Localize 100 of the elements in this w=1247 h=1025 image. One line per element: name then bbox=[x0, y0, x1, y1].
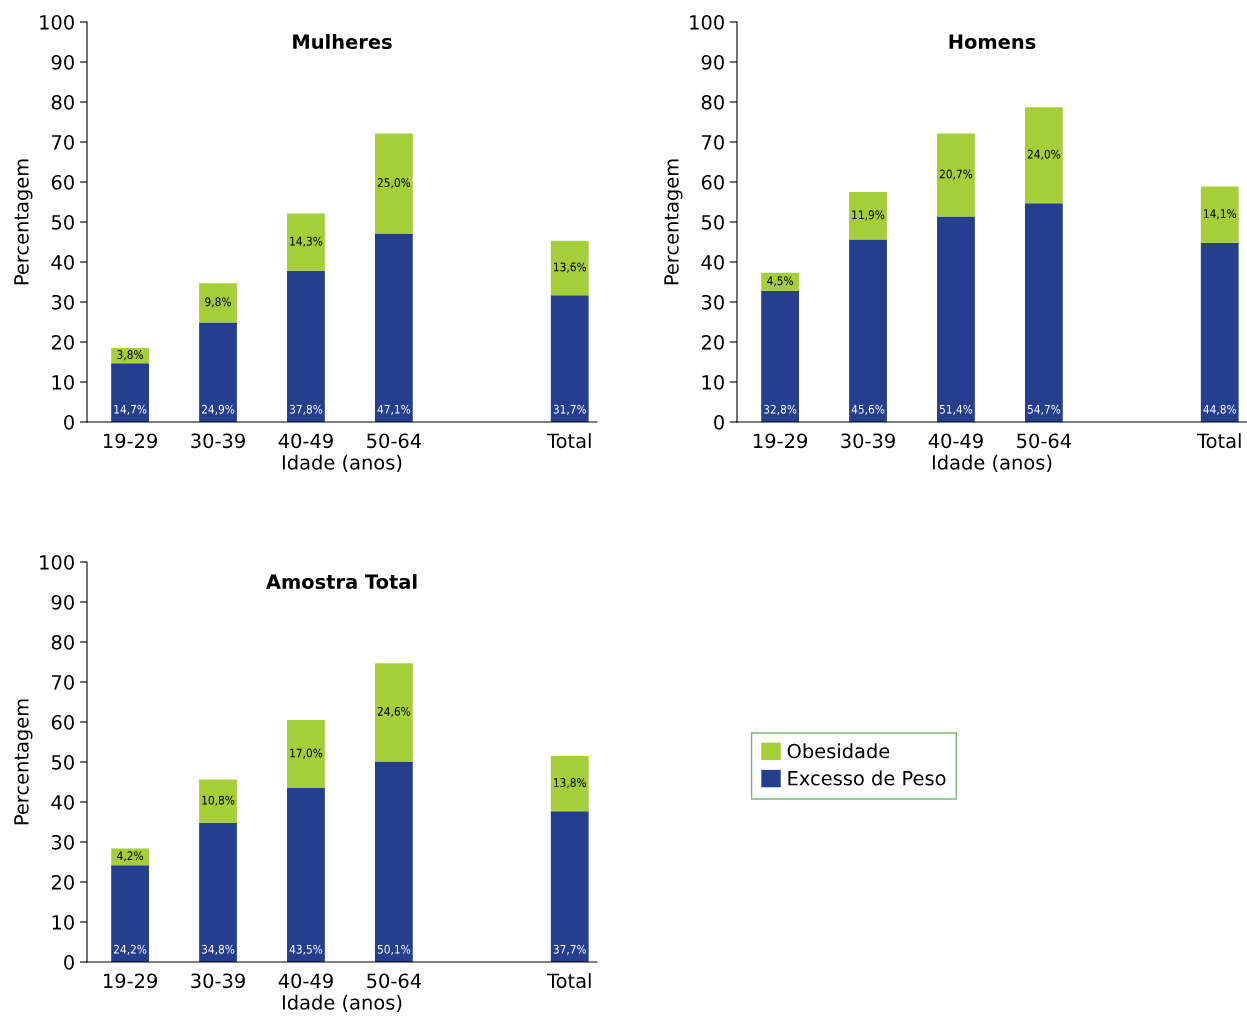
text: Amostra Total bbox=[266, 574, 417, 590]
y-axis-title: Percentagem bbox=[14, 159, 33, 285]
data-label: 37,7% bbox=[553, 944, 587, 955]
data-label: 34,8% bbox=[201, 944, 235, 955]
data-label: 47,1% bbox=[377, 404, 411, 415]
data-label: 14,7% bbox=[114, 404, 147, 415]
y-tick-label: 30 bbox=[51, 834, 74, 850]
bar bbox=[1200, 186, 1239, 243]
bar bbox=[287, 213, 325, 271]
y-tick-label: 80 bbox=[701, 94, 724, 110]
bar bbox=[374, 133, 413, 234]
bar bbox=[374, 761, 413, 962]
data-label: 25,0% bbox=[377, 178, 411, 189]
x-tick-label: 19-29 bbox=[753, 433, 807, 449]
data-label: 43,5% bbox=[289, 944, 323, 955]
data-label: 14,1% bbox=[1204, 209, 1237, 220]
data-label: 4,2% bbox=[117, 851, 143, 862]
y-tick-label: 10 bbox=[702, 374, 724, 390]
bar bbox=[937, 216, 975, 422]
x-tick-label: 19-29 bbox=[103, 433, 157, 449]
y-tick-label: 20 bbox=[51, 334, 74, 350]
y-tick-label: 0 bbox=[64, 414, 74, 430]
bar bbox=[849, 192, 887, 240]
y-tick-label: 30 bbox=[701, 294, 724, 310]
bar bbox=[849, 239, 887, 422]
bar bbox=[199, 779, 237, 823]
data-label: 3,8% bbox=[117, 350, 143, 361]
y-axis-title: Percentagem bbox=[664, 159, 683, 285]
data-label: 4,5% bbox=[767, 276, 793, 287]
bar bbox=[937, 133, 975, 217]
y-tick-label: 50 bbox=[51, 754, 74, 770]
data-label: 45,6% bbox=[851, 404, 885, 415]
data-label: 50,1% bbox=[377, 944, 411, 955]
y-tick-label: 10 bbox=[52, 914, 74, 930]
bar bbox=[1200, 242, 1239, 422]
x-axis-title: Idade (anos) bbox=[932, 454, 1052, 473]
data-label: 9,8% bbox=[205, 297, 231, 308]
bar bbox=[199, 822, 237, 962]
legend-label: Obesidade bbox=[787, 743, 890, 759]
x-axis-title: Idade (anos) bbox=[282, 994, 402, 1013]
text: Mulheres bbox=[293, 34, 392, 50]
y-tick-label: 100 bbox=[690, 14, 724, 30]
legend-label: Excesso de Peso bbox=[788, 770, 946, 786]
x-tick-label: Total bbox=[1196, 433, 1241, 449]
y-tick-label: 50 bbox=[51, 214, 74, 230]
data-label: 31,7% bbox=[553, 404, 587, 415]
data-label: 37,8% bbox=[289, 404, 323, 415]
text: Homens bbox=[949, 34, 1036, 50]
y-tick-label: 0 bbox=[714, 414, 724, 430]
y-tick-label: 70 bbox=[702, 134, 724, 150]
bar bbox=[550, 811, 589, 962]
bar bbox=[199, 283, 237, 323]
x-tick-label: Total bbox=[546, 973, 591, 989]
y-tick-label: 90 bbox=[51, 594, 74, 610]
x-tick-label: 30-39 bbox=[841, 433, 895, 449]
data-label: 54,7% bbox=[1027, 404, 1061, 415]
y-tick-label: 80 bbox=[51, 94, 74, 110]
x-tick-label: 40-49 bbox=[278, 973, 333, 989]
x-tick-label: Total bbox=[546, 433, 591, 449]
data-label: 24,2% bbox=[114, 944, 147, 955]
y-tick-label: 70 bbox=[52, 134, 74, 150]
bar bbox=[761, 290, 799, 422]
bar bbox=[374, 233, 413, 422]
y-tick-label: 40 bbox=[701, 254, 724, 270]
y-tick-label: 60 bbox=[701, 174, 724, 190]
y-tick-label: 10 bbox=[52, 374, 74, 390]
data-label: 13,8% bbox=[554, 778, 587, 789]
bar bbox=[111, 865, 149, 962]
x-tick-label: 50-64 bbox=[367, 433, 422, 449]
y-tick-label: 20 bbox=[51, 874, 74, 890]
data-label: 24,6% bbox=[377, 706, 411, 718]
bar bbox=[287, 720, 325, 788]
x-tick-label: 50-64 bbox=[1017, 433, 1072, 449]
bar bbox=[1024, 107, 1063, 204]
y-tick-label: 0 bbox=[64, 954, 74, 970]
bar bbox=[550, 240, 589, 296]
x-tick-label: 40-49 bbox=[928, 433, 983, 449]
bar bbox=[111, 848, 149, 866]
y-tick-label: 40 bbox=[51, 254, 74, 270]
y-tick-label: 70 bbox=[52, 674, 74, 690]
bar bbox=[199, 322, 237, 422]
x-tick-label: 19-29 bbox=[103, 973, 157, 989]
y-tick-label: 100 bbox=[40, 554, 74, 570]
data-label: 10,8% bbox=[202, 795, 235, 806]
y-tick-label: 20 bbox=[701, 334, 724, 350]
data-label: 24,0% bbox=[1027, 149, 1061, 160]
bar bbox=[550, 295, 589, 422]
y-tick-label: 50 bbox=[701, 214, 724, 230]
x-axis-title: Idade (anos) bbox=[282, 454, 402, 473]
y-tick-label: 90 bbox=[51, 54, 74, 70]
bar bbox=[761, 272, 799, 291]
bar bbox=[111, 363, 149, 422]
y-axis-title: Percentagem bbox=[14, 699, 33, 825]
bar bbox=[287, 788, 325, 962]
data-label: 32,8% bbox=[764, 404, 797, 415]
data-label: 24,9% bbox=[201, 404, 235, 415]
x-tick-label: 40-49 bbox=[278, 433, 333, 449]
x-tick-label: 50-64 bbox=[367, 973, 422, 989]
data-label: 17,0% bbox=[290, 748, 323, 759]
y-tick-label: 40 bbox=[51, 794, 74, 810]
